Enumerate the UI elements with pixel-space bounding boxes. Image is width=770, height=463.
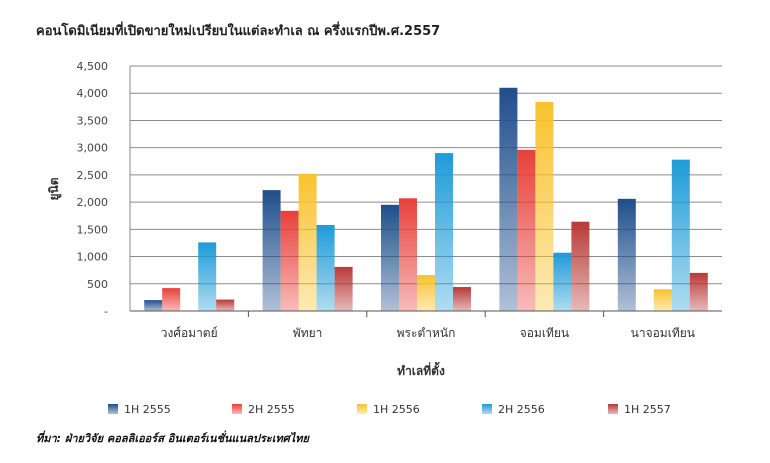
bar (316, 224, 335, 311)
legend-swatch (232, 404, 242, 414)
bar (571, 221, 590, 311)
bar (334, 266, 353, 311)
x-tick-label: วงศ์อมาตย์ (161, 326, 218, 340)
bar (653, 289, 672, 311)
bar (198, 242, 217, 311)
bar (517, 149, 536, 311)
y-tick-label: 3,500 (77, 114, 109, 127)
bar (298, 173, 317, 311)
legend-swatch (482, 404, 492, 414)
bar (216, 299, 235, 311)
bar (144, 300, 163, 311)
bar (280, 210, 299, 311)
source-note: ที่มา: ฝ่ายวิจัย คอลลิเออร์ส อินเตอร์เนช… (36, 432, 309, 445)
y-tick-labels: - 500 1,000 1,500 2,000 2,500 3,000 3,500 4,000 4… (77, 60, 109, 318)
y-tick-label: 1,000 (77, 251, 109, 264)
bar (381, 204, 399, 311)
chart-title: คอนโดมิเนียมที่เปิดขายใหม่เปรียบในแต่ละท… (36, 24, 441, 39)
legend-swatch (357, 404, 367, 414)
bar (535, 101, 554, 311)
bars (144, 87, 708, 312)
legend-label: 1H 2556 (373, 403, 420, 416)
x-tick-label: จอมเทียน (520, 326, 569, 340)
legend-label: 2H 2555 (248, 403, 295, 416)
legend-label: 2H 2556 (498, 403, 545, 416)
legend-swatch (108, 404, 118, 414)
y-tick-label: 4,000 (77, 87, 109, 100)
y-tick-label: 4,500 (77, 60, 109, 73)
bar (399, 198, 417, 311)
y-tick-label: 2,500 (77, 169, 109, 182)
x-tick-label: พระตำหนัก (397, 326, 456, 340)
bar (262, 190, 281, 311)
y-tick-label: - (104, 305, 108, 318)
y-tick-label: 500 (87, 278, 108, 291)
x-tick-label: นาจอมเทียน (631, 326, 695, 340)
bar (417, 275, 435, 311)
bar (453, 287, 471, 311)
x-tick-labels: วงศ์อมาตย์ พัทยา พระตำหนัก จอมเทียน นาจอมเที… (161, 326, 695, 340)
axes (129, 66, 722, 317)
y-axis-label: ยูนิต (47, 177, 62, 200)
bar (435, 153, 453, 311)
bar (671, 159, 690, 311)
legend-label: 1H 2557 (624, 403, 671, 416)
bar (499, 87, 518, 312)
y-tick-label: 3,000 (77, 142, 109, 155)
y-tick-label: 1,500 (77, 223, 109, 236)
bar (553, 252, 572, 311)
bar (689, 272, 708, 311)
legend-swatch (608, 404, 618, 414)
x-axis-label: ทำเลที่ตั้ง (397, 361, 445, 378)
legend: 1H 2555 2H 2555 1H 2556 2H 2556 1H 2557 (108, 403, 671, 416)
x-tick-label: พัทยา (293, 326, 323, 340)
bar (617, 198, 636, 311)
legend-label: 1H 2555 (124, 403, 171, 416)
y-tick-label: 2,000 (77, 196, 109, 209)
bar (162, 288, 181, 311)
